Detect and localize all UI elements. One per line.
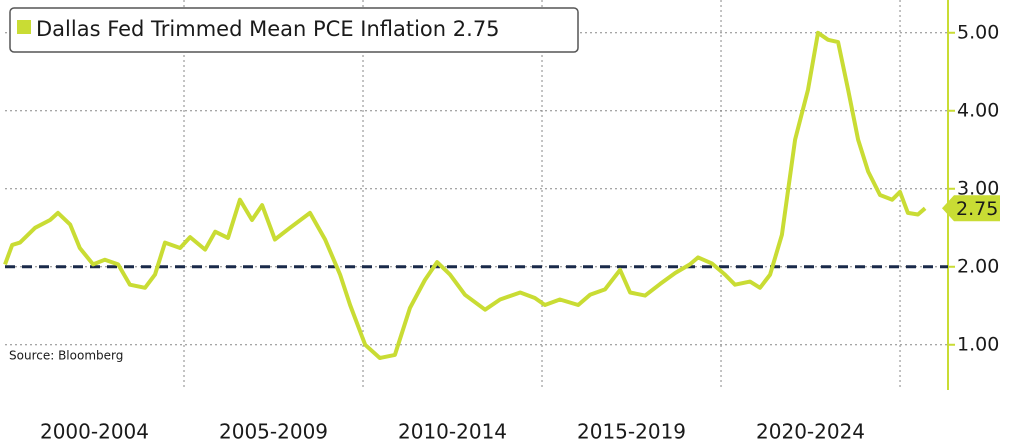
series-line (3, 30, 927, 360)
legend-label: Dallas Fed Trimmed Mean PCE Inflation 2.… (36, 17, 500, 41)
y-tick-label: 1.00 (957, 333, 999, 355)
legend-name: Dallas Fed Trimmed Mean PCE Inflation (36, 17, 446, 41)
last-value-label: 2.75 (956, 198, 998, 220)
legend-swatch (17, 20, 31, 34)
source: Source: Bloomberg (9, 349, 123, 363)
x-period-label: 2000-2004 (40, 420, 149, 444)
plot-front (3, 30, 948, 360)
x-period-label: 2015-2019 (577, 420, 686, 444)
x-period-label: 2010-2014 (398, 420, 507, 444)
legend-value: 2.75 (453, 17, 500, 41)
y-tick-label: 4.00 (957, 99, 999, 121)
last-value-flag (942, 195, 1000, 222)
y-tick-label: 3.00 (957, 177, 999, 199)
x-period-label: 2005-2009 (219, 420, 328, 444)
legend-box (9, 7, 579, 53)
y-tick-label: 5.00 (957, 21, 999, 43)
y-tick-label: 2.00 (957, 255, 999, 277)
x-period-label: 2020-2024 (756, 420, 865, 444)
